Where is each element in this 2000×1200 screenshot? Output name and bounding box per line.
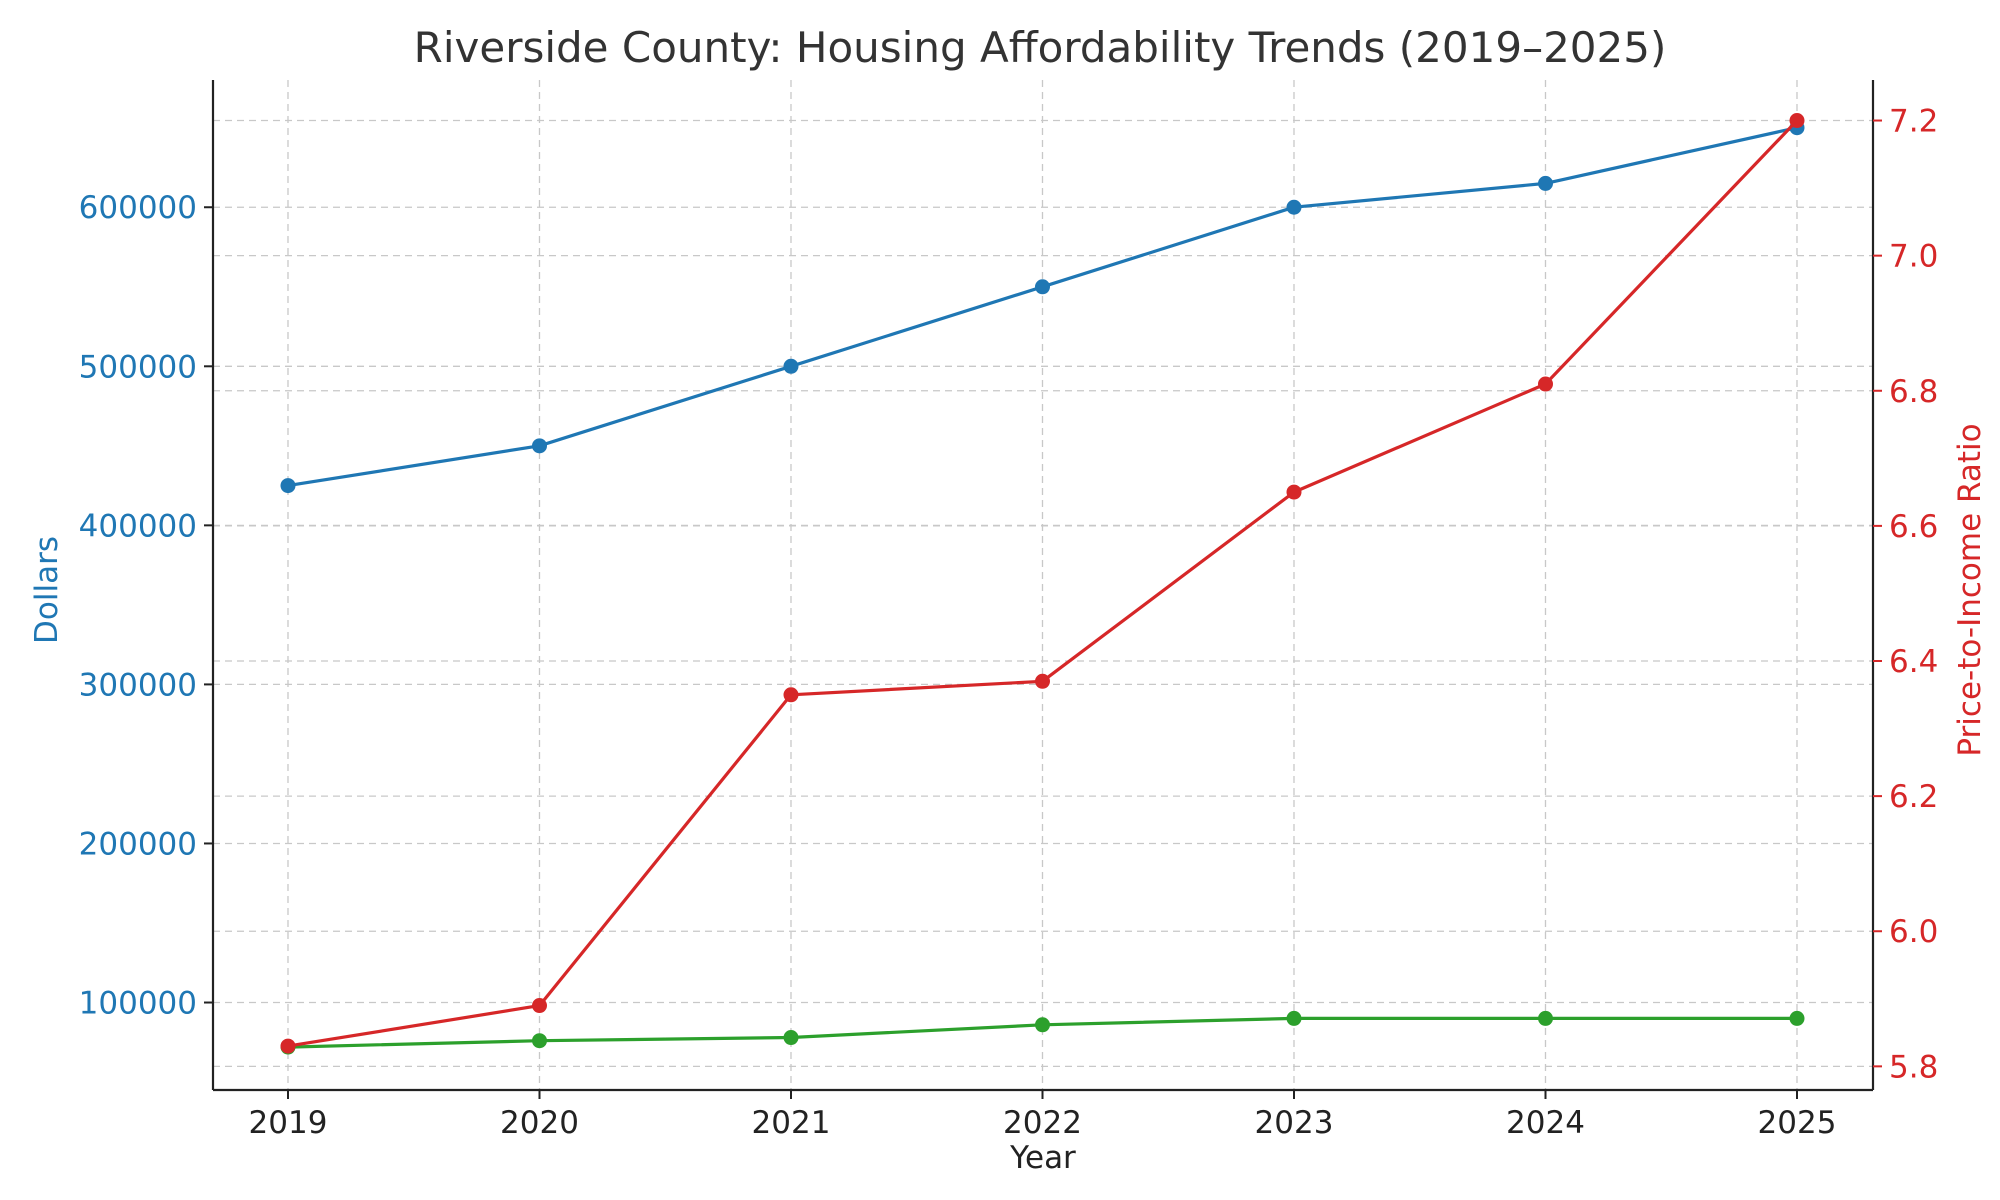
y-tick-label: 100000 (79, 986, 197, 1022)
series-point-1 (1286, 1010, 1302, 1026)
x-tick-label: 2021 (752, 1105, 831, 1141)
series-point-0 (1035, 279, 1050, 295)
series-point-0 (783, 358, 799, 374)
y2-tick-label: 7.0 (1889, 239, 1938, 275)
series-point-2 (1286, 484, 1302, 500)
series-layer (280, 113, 1805, 1055)
x-tick-label: 2020 (500, 1105, 579, 1141)
series-point-0 (532, 438, 547, 454)
y-axis-title: Dollars (29, 536, 65, 644)
y2-tick-label: 6.0 (1889, 914, 1938, 950)
y2-axis-title: Price-to-Income Ratio (1952, 423, 1988, 756)
y2-tick-label: 6.8 (1889, 374, 1938, 410)
series-line-2 (287, 119, 1799, 1048)
y-tick-label: 600000 (79, 190, 197, 226)
y-tick-label: 500000 (79, 349, 197, 385)
axes-layer: 2019 2020 2021 2022 2023 2024 2025 100000 200000… (79, 80, 1938, 1141)
series-point-1 (1789, 1010, 1805, 1026)
x-tick-label: 2025 (1758, 1105, 1837, 1141)
grid-layer (213, 80, 1873, 1090)
x-axis-title: Year (1009, 1140, 1076, 1176)
series-point-1 (1035, 1017, 1050, 1033)
series-point-2 (1035, 673, 1050, 689)
series-point-1 (532, 1033, 547, 1049)
series-point-2 (1538, 376, 1553, 392)
y2-tick-label: 6.6 (1889, 509, 1938, 545)
y2-tick-label: 6.2 (1889, 779, 1938, 815)
x-tick-label: 2019 (249, 1105, 328, 1141)
series-point-0 (1538, 175, 1553, 191)
chart-title: Riverside County: Housing Affordability … (414, 23, 1667, 72)
series-point-2 (1789, 113, 1805, 129)
y2-tick-label: 7.2 (1889, 104, 1938, 140)
series-point-0 (1286, 199, 1302, 215)
y-tick-label: 400000 (79, 508, 197, 544)
y-tick-label: 300000 (79, 667, 197, 703)
x-tick-label: 2023 (1255, 1105, 1334, 1141)
y-tick-label: 200000 (79, 826, 197, 862)
x-tick-label: 2022 (1003, 1105, 1082, 1141)
series-point-1 (1538, 1010, 1553, 1026)
series-point-1 (783, 1030, 799, 1046)
series-point-0 (280, 478, 296, 494)
series-point-2 (532, 998, 547, 1014)
series-point-2 (783, 687, 799, 703)
series-point-2 (280, 1038, 296, 1054)
x-tick-label: 2024 (1506, 1105, 1585, 1141)
y2-tick-label: 5.8 (1889, 1049, 1938, 1085)
y2-tick-label: 6.4 (1889, 644, 1938, 680)
